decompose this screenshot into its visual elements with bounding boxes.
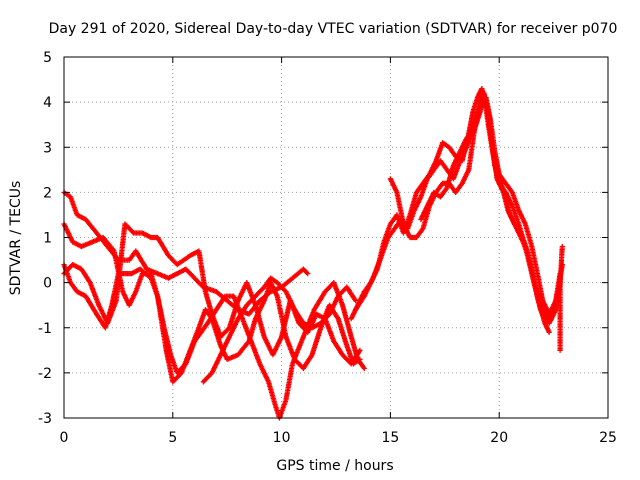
x-tick-label: 0 (60, 430, 69, 446)
series-track-7 (353, 90, 565, 326)
y-tick-label: 5 (43, 50, 52, 66)
data-point (546, 329, 552, 335)
y-tick-label: 2 (43, 185, 52, 201)
x-tick-label: 20 (490, 430, 508, 446)
x-tick-label: 25 (599, 430, 617, 446)
series-track-1 (61, 189, 311, 317)
y-tick-label: 3 (43, 140, 52, 156)
series-track-5 (200, 275, 359, 385)
y-tick-label: 0 (43, 276, 52, 292)
data-point (559, 262, 565, 268)
data-point (559, 243, 565, 250)
data-point (357, 356, 363, 362)
y-tick-label: 4 (43, 95, 52, 111)
axis-ticks: 0 5 10 15 20 25 -3 -2 -1 0 1 2 3 4 5 (38, 50, 617, 446)
data-point (357, 347, 363, 353)
data-points (61, 86, 565, 421)
x-axis-label: GPS time / hours (276, 458, 393, 474)
data-point (305, 271, 311, 277)
data-point (557, 347, 563, 353)
x-tick-label: 15 (381, 430, 399, 446)
y-axis-label: SDTVAR / TECUs (8, 181, 24, 296)
y-tick-label: -1 (38, 321, 52, 337)
x-tick-label: 5 (168, 430, 177, 446)
y-tick-label: -3 (38, 411, 52, 427)
y-tick-label: 1 (43, 231, 52, 247)
x-tick-label: 10 (273, 430, 291, 446)
y-tick-label: -2 (38, 366, 52, 382)
series-track-9 (418, 95, 563, 353)
data-point (361, 365, 367, 371)
chart-title: Day 291 of 2020, Sidereal Day-to-day VTE… (49, 21, 618, 37)
